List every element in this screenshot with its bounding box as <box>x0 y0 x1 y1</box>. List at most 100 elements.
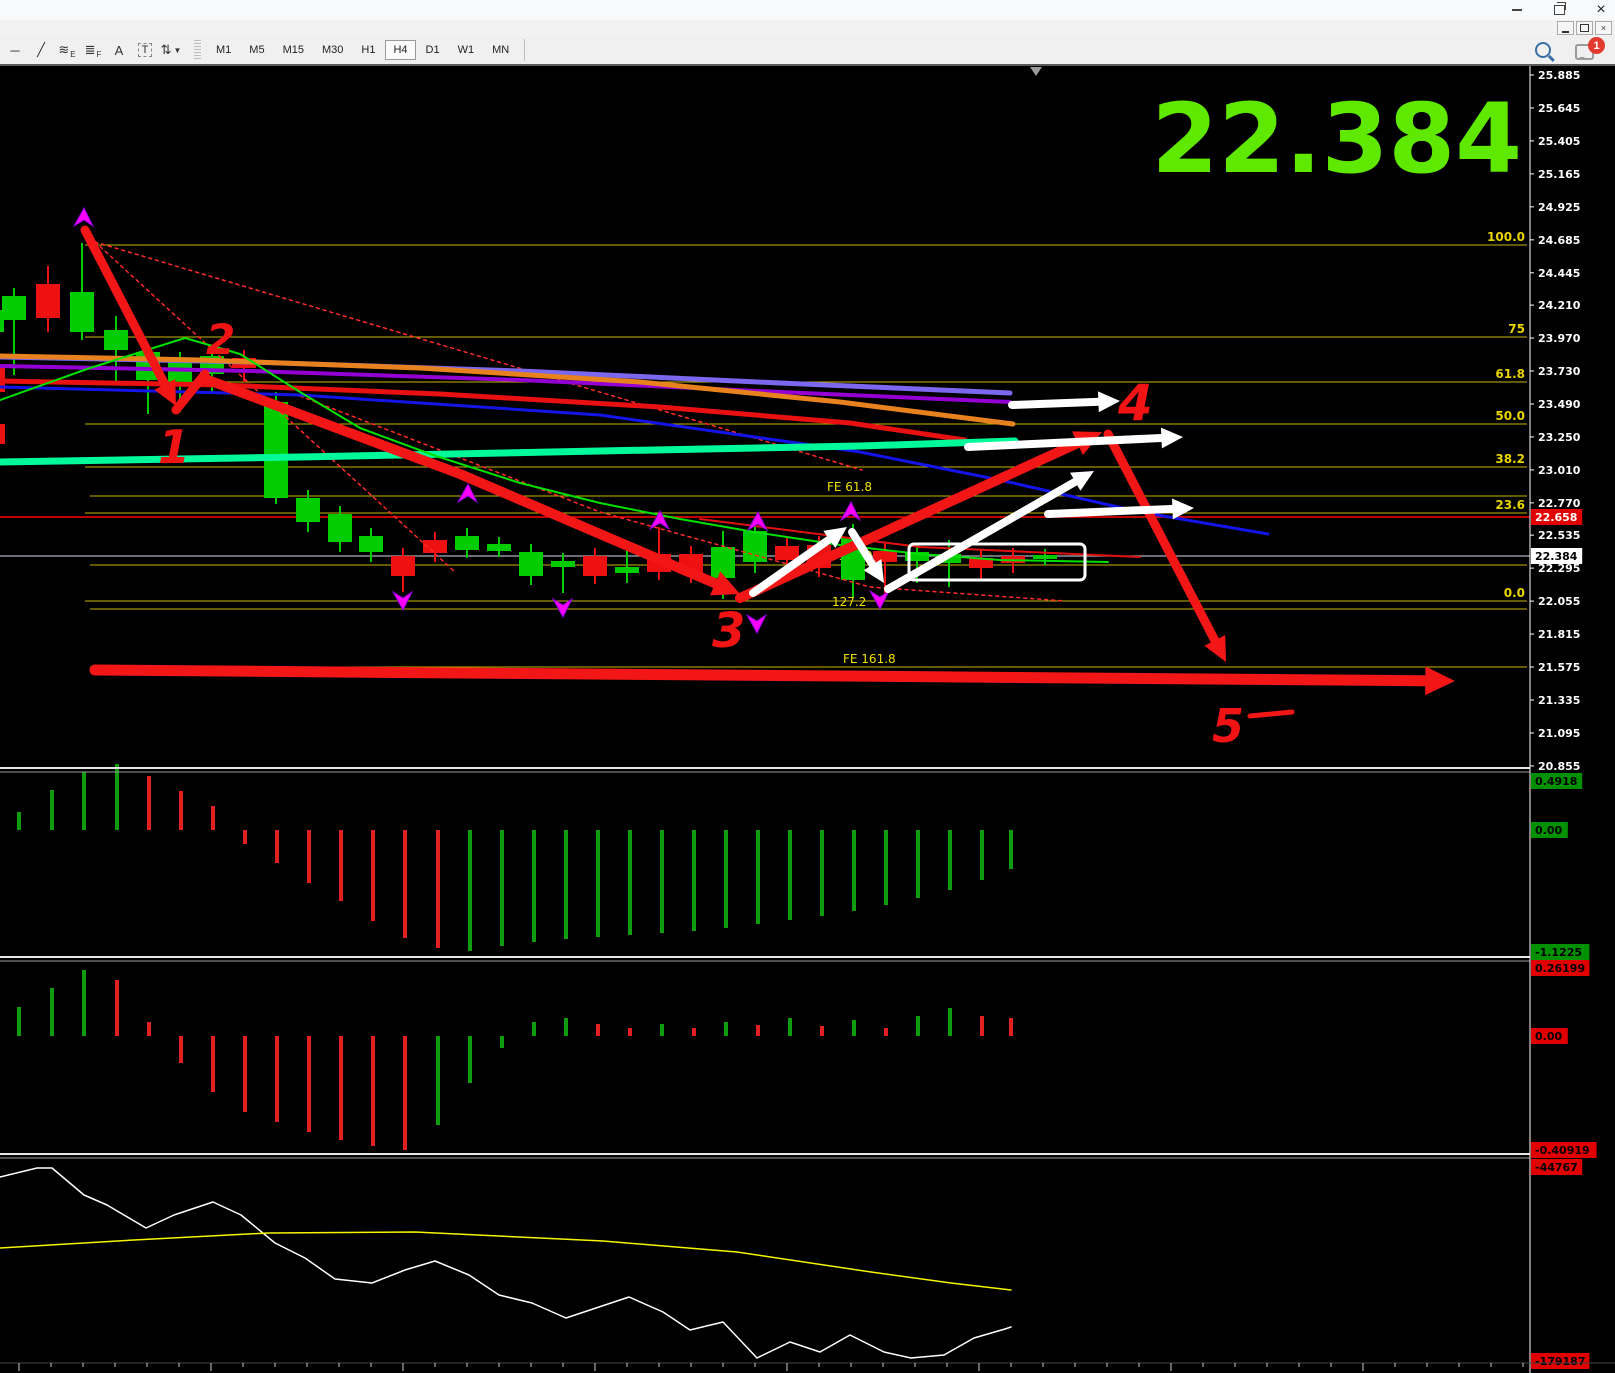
fibonacci-channel-tool[interactable]: ≣ F <box>84 42 102 59</box>
histogram-bar <box>852 1020 856 1036</box>
drawn-red-arrow[interactable] <box>203 375 726 591</box>
fibonacci-retracement-tool[interactable]: ≋ E <box>58 42 76 59</box>
price-tag <box>1531 944 1590 960</box>
arrows-tool[interactable]: ⇅ ▼ <box>160 42 182 57</box>
trendline-tool[interactable]: ╱ <box>37 42 45 57</box>
drawn-white-arrow[interactable] <box>1044 504 1182 518</box>
window-restore-button[interactable] <box>1551 2 1567 18</box>
drawn-red-stroke[interactable] <box>171 369 210 415</box>
candle <box>70 292 94 332</box>
candle <box>905 552 929 561</box>
wave-number[interactable]: 1 <box>158 420 190 474</box>
timeframe-button-m15[interactable]: M15 <box>282 44 304 56</box>
timeframe-button-h1[interactable]: H1 <box>361 44 376 56</box>
wave-number[interactable]: 4 <box>1117 374 1153 432</box>
window-minimize-button[interactable] <box>1509 2 1525 18</box>
price-scale-label: 25.405 <box>1538 135 1580 148</box>
price-scale-label: 25.885 <box>1538 69 1580 82</box>
price-tag-label: 0.4918 <box>1535 775 1577 788</box>
timeframe-button-m30[interactable]: M30 <box>321 44 344 56</box>
search-icon[interactable] <box>1535 42 1551 58</box>
chart-shift-marker <box>1030 67 1042 76</box>
price-tag-label: -44767 <box>1535 1161 1578 1174</box>
histogram-bar <box>724 830 728 928</box>
chart-restore-button[interactable] <box>1576 21 1593 35</box>
histogram-bar <box>660 830 664 933</box>
drawn-white-arrow[interactable] <box>964 433 1171 451</box>
histogram-bar <box>436 1036 440 1125</box>
chart-minimize-button[interactable] <box>1557 21 1574 35</box>
notification-badge: 1 <box>1588 37 1605 54</box>
timeframe-button-h4[interactable]: H4 <box>385 40 416 60</box>
timeframe-button-m5[interactable]: M5 <box>249 44 265 56</box>
chart-background <box>0 66 1615 1373</box>
drawn-red-arrow[interactable] <box>89 664 1438 687</box>
histogram-bar <box>50 988 54 1036</box>
toolbar-grip[interactable] <box>194 40 201 60</box>
fib-expansion-label: FE 61.8 <box>827 480 872 494</box>
indicator-line-yellow <box>0 1231 1012 1291</box>
price-scale-label: 22.295 <box>1538 562 1580 575</box>
drawn-white-arrow-head[interactable] <box>823 527 847 548</box>
histogram-bar <box>660 1024 664 1036</box>
fib-level-label: 0.0 <box>1504 586 1525 600</box>
wave-number[interactable]: 2 <box>206 315 235 364</box>
drawn-red-arrow[interactable] <box>80 225 172 394</box>
histogram-bar <box>980 1016 984 1036</box>
fractal-up-icon <box>839 500 862 522</box>
chart-close-button[interactable]: × <box>1595 21 1612 35</box>
timeframe-button-m1[interactable]: M1 <box>216 44 232 56</box>
drawn-white-arrow-head[interactable] <box>1171 498 1194 520</box>
candle <box>519 552 543 576</box>
drawn-red-stroke[interactable] <box>1247 709 1295 719</box>
drawn-red-arrow[interactable] <box>1103 429 1222 650</box>
histogram-bar <box>980 830 984 880</box>
price-scale-label: 25.645 <box>1538 102 1580 115</box>
price-scale-label: 24.685 <box>1538 234 1580 247</box>
fib-level-label: 100.0 <box>1487 230 1525 244</box>
price-scale-label: 21.335 <box>1538 694 1580 707</box>
price-scale-label: 21.095 <box>1538 727 1580 740</box>
text-label-tool[interactable]: T <box>133 39 157 61</box>
notification-icon[interactable]: 1 <box>1575 37 1605 60</box>
histogram-bar <box>820 1026 824 1036</box>
drawn-white-arrow[interactable] <box>1008 397 1108 409</box>
timeframe-button-d1[interactable]: D1 <box>425 44 440 56</box>
histogram-bar <box>243 830 247 844</box>
drawn-red-arrow-head[interactable] <box>710 571 740 596</box>
drawn-red-arrow-head[interactable] <box>154 379 176 406</box>
fib-level-label: 50.0 <box>1495 409 1525 423</box>
titlebar: × <box>0 0 1615 21</box>
price-scale-label: 20.855 <box>1538 760 1580 773</box>
drawn-white-arrow[interactable] <box>848 528 880 573</box>
annotation-box[interactable] <box>907 542 1087 582</box>
candle <box>328 514 352 542</box>
drawn-white-arrow-head[interactable] <box>1160 427 1183 449</box>
histogram-bar <box>628 830 632 935</box>
drawn-white-arrow-head[interactable] <box>1098 391 1120 413</box>
fib-expansion-label: FE 161.8 <box>843 652 896 666</box>
text-tool[interactable]: A <box>114 42 124 58</box>
drawn-white-arrow[interactable] <box>749 532 838 597</box>
fib-level-label: 61.8 <box>1495 367 1525 381</box>
timeframe-button-mn[interactable]: MN <box>492 44 510 56</box>
drawn-red-arrow[interactable] <box>735 435 1088 603</box>
horizontal-line-tool[interactable]: ─ <box>10 42 20 58</box>
price-tag-label: 0.00 <box>1535 1030 1562 1043</box>
histogram-bar <box>179 1036 183 1063</box>
drawn-white-arrow[interactable] <box>884 475 1084 593</box>
histogram-bar <box>147 776 151 830</box>
wave-number[interactable]: 5 <box>1212 699 1244 753</box>
drawn-red-arrow-head[interactable] <box>1425 666 1455 696</box>
wave-number[interactable]: 3 <box>712 603 745 659</box>
drawn-white-arrow-head[interactable] <box>863 559 884 583</box>
drawn-white-arrow-head[interactable] <box>1070 471 1094 491</box>
timeframe-button-w1[interactable]: W1 <box>457 44 475 56</box>
histogram-bar <box>403 830 407 938</box>
price-scale-label: 24.925 <box>1538 201 1580 214</box>
window-close-button[interactable]: × <box>1596 1 1606 18</box>
drawn-red-arrow-head[interactable] <box>1204 635 1226 662</box>
histogram-bar <box>371 830 375 921</box>
histogram-bar <box>788 830 792 920</box>
